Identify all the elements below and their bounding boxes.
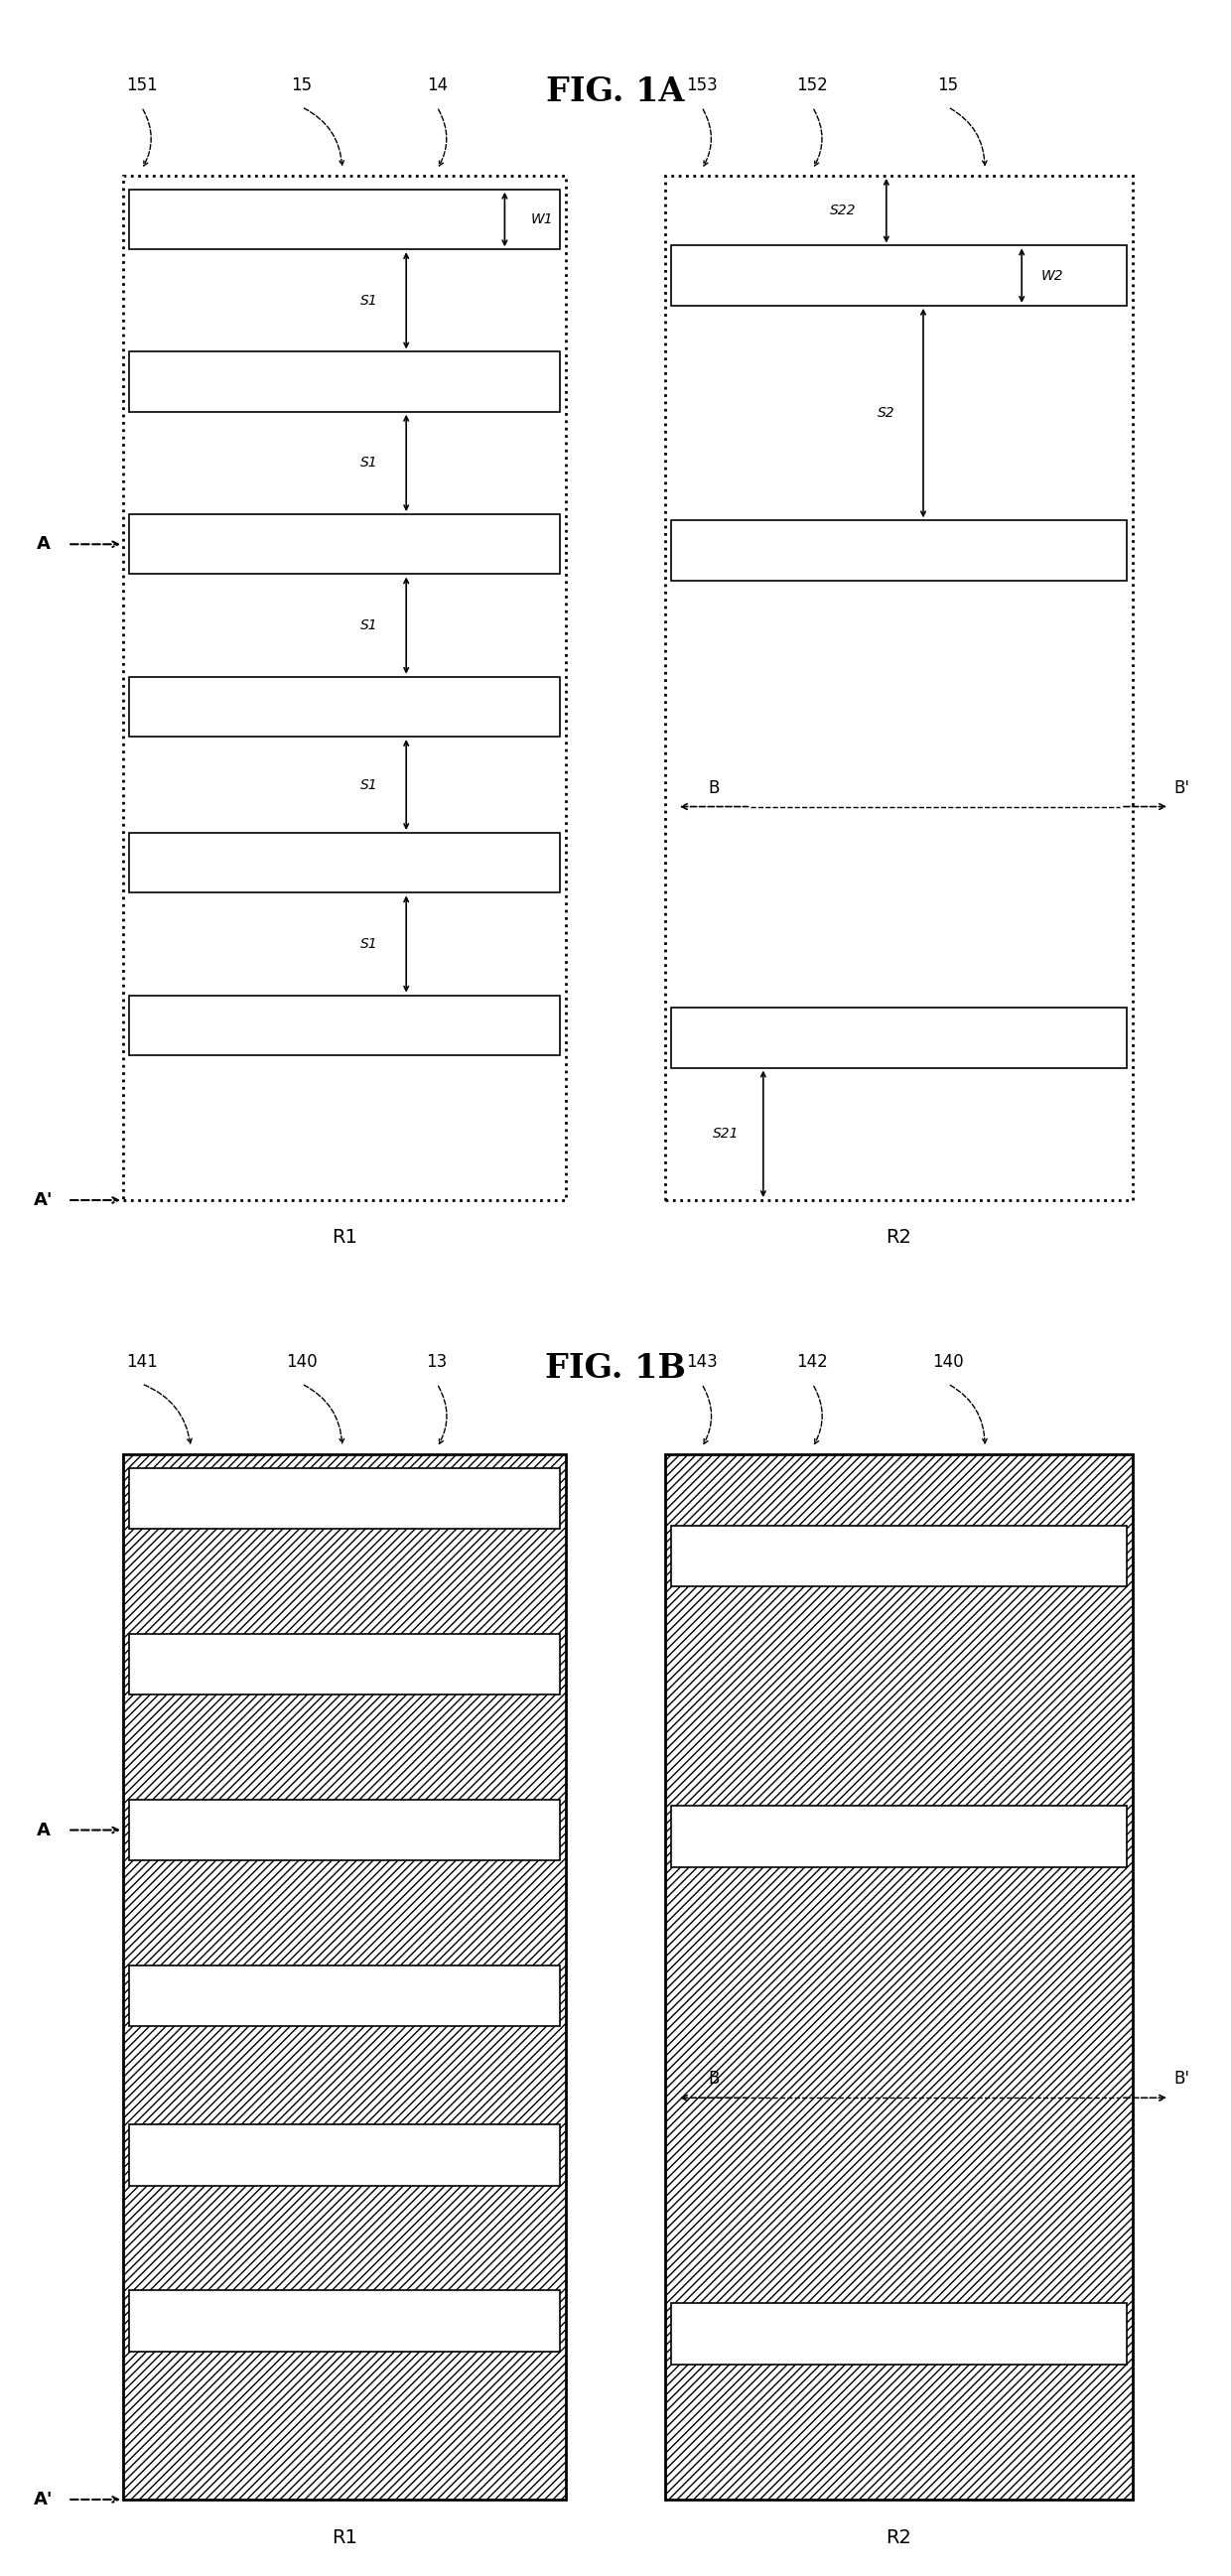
Bar	[129, 2290, 560, 2352]
Bar	[671, 2303, 1126, 2365]
Text: S22: S22	[830, 204, 857, 216]
Bar	[129, 2125, 560, 2187]
Bar	[129, 1468, 560, 1530]
Text: 151: 151	[126, 77, 158, 95]
Text: 14: 14	[426, 77, 448, 95]
Bar	[129, 1633, 560, 1695]
Text: 13: 13	[426, 1352, 448, 1370]
Bar	[123, 1453, 566, 2499]
Bar	[129, 677, 560, 737]
Text: B: B	[708, 778, 720, 796]
Text: 152: 152	[796, 77, 828, 95]
Text: R2: R2	[886, 1229, 911, 1247]
Text: B': B'	[1174, 778, 1189, 796]
Bar	[665, 175, 1133, 1200]
Text: R1: R1	[332, 1229, 357, 1247]
Bar	[671, 520, 1126, 580]
Bar	[671, 245, 1126, 307]
Bar	[129, 1801, 560, 1860]
Text: S2: S2	[878, 407, 895, 420]
Text: S1: S1	[361, 938, 378, 951]
Text: 141: 141	[126, 1352, 158, 1370]
Text: 15: 15	[937, 77, 959, 95]
Text: A': A'	[33, 1190, 53, 1208]
Bar	[671, 1806, 1126, 1868]
Bar	[129, 994, 560, 1056]
Bar	[129, 832, 560, 894]
Text: 140: 140	[932, 1352, 964, 1370]
Text: W2: W2	[1041, 268, 1064, 283]
Text: 143: 143	[686, 1352, 718, 1370]
Bar	[665, 1453, 1133, 2499]
Text: S1: S1	[361, 618, 378, 631]
Bar	[129, 1965, 560, 2027]
Text: A: A	[36, 536, 50, 554]
Bar	[129, 191, 560, 250]
Text: S21: S21	[713, 1126, 740, 1141]
Text: 140: 140	[286, 1352, 318, 1370]
Bar	[671, 1525, 1126, 1587]
Text: FIG. 1B: FIG. 1B	[545, 1352, 686, 1386]
Text: R1: R1	[332, 2527, 357, 2548]
Text: A': A'	[33, 2491, 53, 2509]
Text: B': B'	[1174, 2069, 1189, 2087]
Bar	[129, 515, 560, 574]
Text: FIG. 1A: FIG. 1A	[547, 75, 684, 108]
Text: S1: S1	[361, 456, 378, 469]
Text: S1: S1	[361, 294, 378, 307]
Text: B: B	[708, 2069, 720, 2087]
Text: 142: 142	[796, 1352, 828, 1370]
Text: R2: R2	[886, 2527, 911, 2548]
Text: S1: S1	[361, 778, 378, 791]
Text: A: A	[36, 1821, 50, 1839]
Bar	[129, 353, 560, 412]
Text: 153: 153	[686, 77, 718, 95]
Bar	[671, 1007, 1126, 1066]
Text: W1: W1	[531, 211, 553, 227]
Bar	[123, 175, 566, 1200]
Text: 15: 15	[291, 77, 313, 95]
